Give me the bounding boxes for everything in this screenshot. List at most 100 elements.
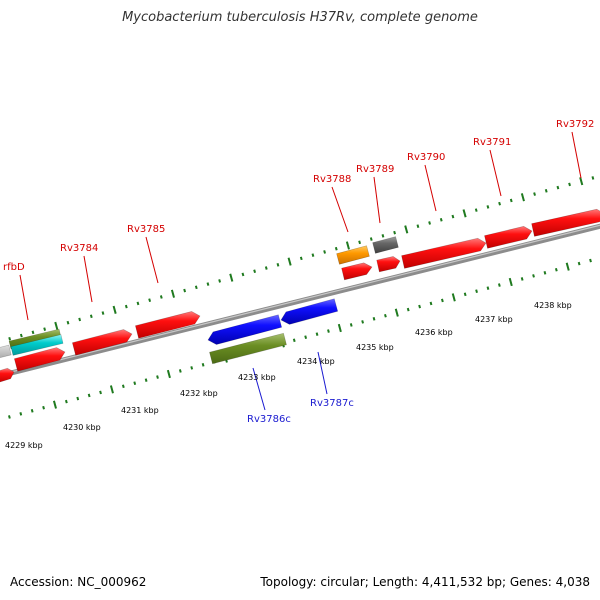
scale-label: 4230 kbp (63, 423, 101, 432)
tick-mark (121, 384, 125, 389)
tick-mark (78, 317, 82, 322)
tick-mark (475, 289, 478, 294)
tick-mark (89, 314, 93, 319)
tick-mark (393, 230, 396, 235)
gene-arrow (484, 225, 533, 249)
tick-mark (19, 412, 23, 416)
tick-mark (264, 266, 268, 270)
gene-arrow (72, 329, 133, 356)
tick-mark (292, 338, 296, 343)
scale-label: 4236 kbp (415, 328, 453, 337)
tick-mark (190, 366, 194, 370)
gene-arrow (531, 208, 600, 237)
tick-mark (497, 283, 501, 287)
tick-mark (144, 378, 148, 382)
tick-mark (358, 240, 361, 245)
tick-mark (124, 304, 128, 309)
gene-label: Rv3786c (247, 414, 291, 425)
tick-mark (166, 369, 171, 379)
gene-block (336, 245, 370, 265)
tick-mark (556, 185, 560, 190)
tick-mark (474, 208, 478, 212)
tick-mark (54, 321, 59, 331)
scale-label: 4238 kbp (534, 301, 572, 310)
gene-arrow (376, 256, 401, 273)
tick-mark (345, 241, 350, 250)
tick-mark (369, 237, 373, 241)
tick-mark (429, 301, 433, 306)
tick-mark (299, 256, 303, 261)
gene-labels-forward: rfbD Rv3784 Rv3785 Rv3788 Rv3789 Rv3790 … (3, 119, 594, 273)
gene-label: Rv3788 (313, 174, 351, 185)
tick-mark (19, 333, 23, 338)
tick-mark (194, 285, 198, 290)
tick-mark (463, 292, 467, 297)
tick-mark (418, 304, 421, 309)
tick-mark (112, 305, 117, 314)
tick-mark (439, 217, 443, 222)
tick-mark (589, 258, 592, 263)
tick-mark (416, 224, 420, 229)
gene-arrow (13, 347, 66, 372)
tick-mark (276, 262, 280, 267)
gene-block (0, 344, 12, 358)
tick-mark (304, 335, 308, 340)
tick-mark (406, 307, 410, 312)
tick-mark (253, 269, 257, 274)
gene-arrow (341, 262, 373, 281)
tick-mark (30, 408, 34, 413)
tick-mark (543, 271, 547, 275)
gene-block (372, 236, 399, 254)
tick-mark (394, 308, 399, 317)
backbone-rail (0, 223, 600, 379)
tick-mark (178, 369, 182, 373)
gene-label: Rv3792 (556, 119, 594, 130)
tick-mark (43, 327, 47, 331)
gene-labels-reverse: Rv3786c Rv3787c (247, 398, 354, 425)
tick-mark (498, 201, 501, 206)
tick-mark (441, 298, 444, 303)
tick-mark (591, 176, 595, 180)
tick-mark (315, 332, 319, 336)
tick-mark (8, 415, 11, 419)
label-leader (424, 164, 437, 212)
gene-label: Rv3790 (407, 152, 445, 163)
tick-mark (532, 274, 535, 278)
tick-mark (31, 330, 35, 335)
scale-label: 4229 kbp (5, 441, 43, 450)
tick-mark (451, 214, 455, 219)
tick-mark (349, 323, 353, 327)
tick-mark (404, 225, 409, 234)
tick-mark (579, 177, 584, 186)
tick-mark (533, 192, 536, 196)
tick-mark (287, 257, 292, 266)
tick-mark (334, 246, 338, 251)
gene-label: Rv3787c (310, 398, 354, 409)
scale-label: 4232 kbp (180, 389, 218, 398)
scale-label: 4231 kbp (121, 406, 159, 415)
gene-label: Rv3791 (473, 137, 511, 148)
tick-mark (101, 311, 105, 315)
tick-mark (64, 399, 68, 404)
tick-mark (361, 320, 365, 324)
scale-labels: 4229 kbp 4230 kbp 4231 kbp 4232 kbp 4233… (5, 301, 572, 450)
tick-mark (42, 405, 45, 410)
label-leader (571, 131, 582, 179)
tick-mark (554, 267, 558, 272)
label-leader (83, 255, 93, 303)
tick-mark (323, 250, 326, 254)
tick-mark (136, 301, 140, 306)
label-leaders (19, 131, 582, 411)
tick-mark (241, 272, 245, 277)
scale-label: 4237 kbp (475, 315, 513, 324)
label-leader (489, 149, 502, 197)
tick-mark (372, 317, 376, 321)
map-title: Mycobacterium tuberculosis H37Rv, comple… (122, 10, 478, 25)
tick-mark (66, 320, 70, 325)
tick-mark (486, 286, 490, 290)
gene-label: Rv3784 (60, 243, 98, 254)
tick-mark (148, 298, 152, 302)
gene-label: rfbD (3, 262, 25, 273)
tick-mark (508, 277, 513, 287)
